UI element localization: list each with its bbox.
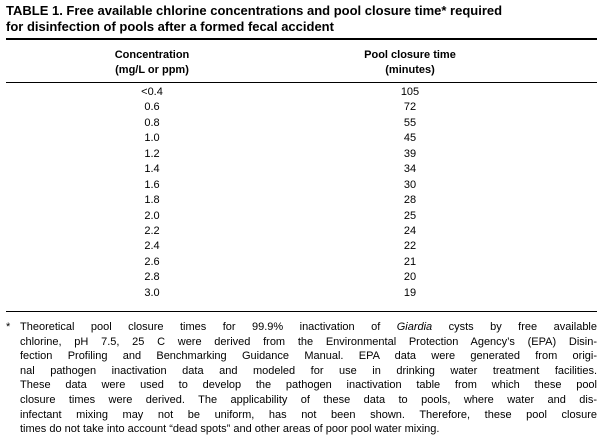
concentration-cell: 2.2 — [144, 224, 160, 237]
closure-time-cell: 55 — [403, 116, 417, 129]
footnote: * Theoretical pool closure times for 99.9… — [6, 320, 597, 437]
table-row: 1.0 45 — [0, 131, 603, 146]
table-row: <0.4 105 — [0, 85, 603, 100]
table-row: 2.2 24 — [0, 224, 603, 239]
closure-time-cell: 39 — [403, 147, 417, 160]
closure-time-cell: 22 — [403, 240, 417, 253]
concentration-cell: 1.8 — [144, 194, 160, 207]
table-title: TABLE 1. Free available chlorine concent… — [6, 3, 598, 35]
header-line: (minutes) — [385, 64, 435, 76]
closure-time-cell: 30 — [403, 178, 417, 191]
concentration-cell: 1.0 — [144, 132, 160, 145]
concentration-cell: 1.6 — [144, 178, 160, 191]
table-row: 1.6 30 — [0, 178, 603, 193]
header-rule — [6, 82, 597, 83]
footnote-line: nal pathogen inactivation data and model… — [20, 364, 597, 377]
concentration-cell: 0.6 — [144, 101, 160, 114]
footnote-line: * Theoretical pool closure times for 99.9… — [6, 320, 597, 335]
footnote-line: closure times were derived. The applicab… — [20, 393, 597, 406]
table-row: 0.8 55 — [0, 116, 603, 131]
closure-time-cell: 21 — [403, 255, 417, 268]
footnote-text: cysts by free available — [432, 321, 597, 333]
column-header: Pool closure time (minutes) — [310, 48, 510, 78]
closure-time-cell: 105 — [400, 86, 420, 98]
concentration-cell: 2.6 — [144, 255, 160, 268]
table-row: 3.0 19 — [0, 286, 603, 301]
concentration-cell: <0.4 — [141, 86, 163, 98]
header-line: Concentration — [114, 49, 190, 61]
concentration-cell: 1.2 — [144, 147, 160, 160]
concentration-cell: 2.4 — [144, 240, 160, 253]
concentration-cell: 3.0 — [144, 286, 160, 299]
top-rule — [6, 38, 597, 40]
header-line: (mg/L or ppm) — [115, 64, 189, 76]
footnote-line: chlorine, pH 7.5, 25 C were derived from… — [20, 335, 597, 348]
table-row: 2.8 20 — [0, 270, 603, 285]
footnote-line: fection Profiling and Benchmarking Guida… — [20, 350, 597, 363]
footnote-text: Theoretical pool closure times for 99.9%… — [20, 321, 397, 333]
closure-time-cell: 72 — [403, 101, 417, 114]
bottom-rule — [6, 311, 597, 312]
closure-time-cell: 28 — [403, 194, 417, 207]
title-line: for disinfection of pools after a formed… — [6, 19, 334, 34]
concentration-cell: 2.0 — [144, 209, 160, 222]
table-body: <0.4 105 0.6 72 0.8 55 1.0 45 1.2 39 1.4 34 1.6 30 1.8… — [0, 85, 603, 301]
table-row: 1.8 28 — [0, 193, 603, 208]
concentration-cell: 2.8 — [144, 271, 160, 284]
closure-time-cell: 19 — [403, 286, 417, 299]
footnote-italic: Giardia — [396, 321, 433, 333]
footnote-marker: * — [6, 321, 11, 333]
table-row: 0.6 72 — [0, 100, 603, 115]
closure-time-cell: 20 — [403, 271, 417, 284]
closure-time-cell: 34 — [403, 163, 417, 176]
closure-time-cell: 25 — [403, 209, 417, 222]
table-row: 2.4 22 — [0, 239, 603, 254]
header-line: Pool closure time — [364, 49, 456, 61]
concentration-cell: 1.4 — [144, 163, 160, 176]
concentration-cell: 0.8 — [144, 116, 160, 129]
table-row: 2.0 25 — [0, 209, 603, 224]
table-row: 1.2 39 — [0, 147, 603, 162]
table-row: 1.4 34 — [0, 162, 603, 177]
closure-time-cell: 45 — [403, 132, 417, 145]
table-row: 2.6 21 — [0, 255, 603, 270]
footnote-line: times do not take into account “dead spo… — [20, 423, 440, 436]
column-header: Concentration (mg/L or ppm) — [52, 48, 252, 78]
title-line: TABLE 1. Free available chlorine concent… — [6, 3, 503, 18]
footnote-line: These data were used to develop the path… — [20, 379, 597, 392]
closure-time-cell: 24 — [403, 224, 417, 237]
footnote-line: infectant mixing may not be uniform, has… — [20, 408, 597, 421]
